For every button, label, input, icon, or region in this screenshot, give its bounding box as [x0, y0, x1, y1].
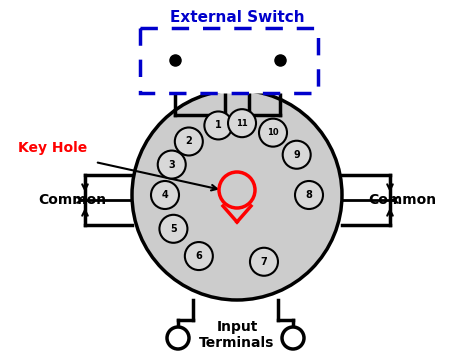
Text: 2: 2 [185, 136, 192, 147]
Circle shape [175, 127, 203, 155]
Circle shape [158, 151, 186, 179]
Circle shape [228, 109, 256, 137]
Circle shape [132, 90, 342, 300]
Text: External Switch: External Switch [170, 11, 304, 26]
Text: Key Hole: Key Hole [18, 141, 87, 155]
Circle shape [283, 141, 310, 169]
Text: 1: 1 [215, 120, 222, 130]
Circle shape [159, 215, 187, 243]
Circle shape [295, 181, 323, 209]
Text: Common: Common [38, 193, 106, 207]
Text: 6: 6 [195, 251, 202, 261]
Text: 4: 4 [162, 190, 168, 200]
Circle shape [250, 248, 278, 276]
Text: 11: 11 [236, 119, 248, 128]
Text: 10: 10 [267, 128, 279, 137]
Text: Common: Common [368, 193, 436, 207]
Text: 5: 5 [170, 224, 177, 234]
Text: 7: 7 [261, 257, 267, 267]
Circle shape [259, 119, 287, 147]
Circle shape [151, 181, 179, 209]
Text: 8: 8 [306, 190, 312, 200]
Circle shape [185, 242, 213, 270]
Circle shape [204, 111, 232, 140]
Text: Input
Terminals: Input Terminals [199, 320, 275, 350]
Circle shape [282, 327, 304, 349]
Text: 3: 3 [168, 159, 175, 170]
Circle shape [167, 327, 189, 349]
FancyBboxPatch shape [140, 28, 318, 93]
Text: 9: 9 [293, 150, 300, 160]
